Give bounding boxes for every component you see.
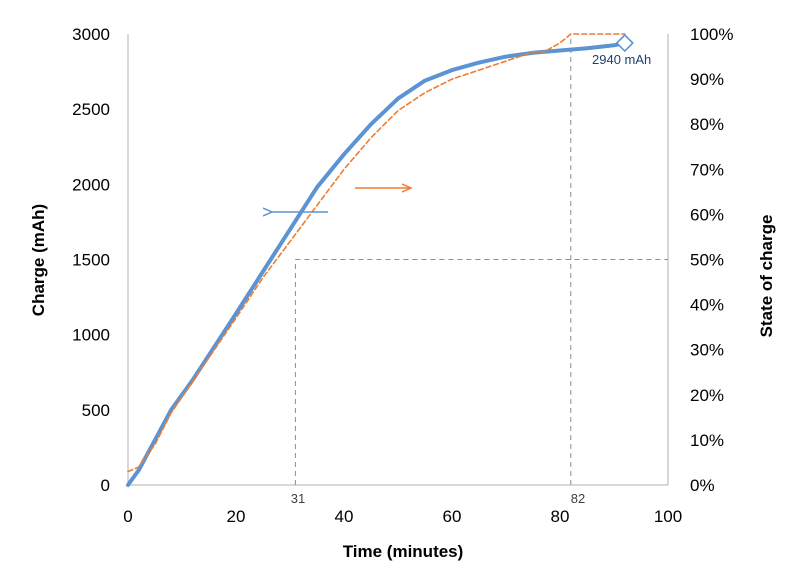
y2-tick-label: 30% bbox=[690, 341, 724, 360]
charge-series-line bbox=[126, 41, 627, 487]
y2-tick-label: 10% bbox=[690, 431, 724, 450]
y-tick-label: 1000 bbox=[72, 326, 110, 345]
x-tick-label: 80 bbox=[551, 507, 570, 526]
y2-tick-label: 50% bbox=[690, 251, 724, 270]
y-tick-label: 1500 bbox=[72, 251, 110, 270]
y-tick-label: 2000 bbox=[72, 175, 110, 194]
y2-tick-label: 70% bbox=[690, 160, 724, 179]
x-tick-label: 20 bbox=[227, 507, 246, 526]
end-value-label: 2940 mAh bbox=[592, 52, 651, 67]
y-tick-label: 0 bbox=[101, 476, 110, 495]
y2-tick-label: 60% bbox=[690, 205, 724, 224]
x-axis-title: Time (minutes) bbox=[343, 542, 464, 561]
x-tick-label: 40 bbox=[335, 507, 354, 526]
y-tick-label: 500 bbox=[82, 401, 110, 420]
y2-tick-label: 90% bbox=[690, 70, 724, 89]
end-point-marker bbox=[615, 33, 634, 53]
y2-tick-label: 20% bbox=[690, 386, 724, 405]
y2-tick-label: 0% bbox=[690, 476, 715, 495]
y2-tick-label: 40% bbox=[690, 296, 724, 315]
half-charge-time-label: 31 bbox=[291, 491, 305, 506]
series-layer bbox=[126, 33, 634, 487]
x-tick-label: 100 bbox=[654, 507, 682, 526]
y2-axis-title: State of charge bbox=[757, 215, 776, 338]
guide-lines bbox=[294, 34, 668, 485]
full-charge-time-label: 82 bbox=[571, 491, 585, 506]
x-tick-label: 60 bbox=[443, 507, 462, 526]
y-axis-title: Charge (mAh) bbox=[29, 204, 48, 316]
y-tick-label: 2500 bbox=[72, 100, 110, 119]
y-tick-label: 3000 bbox=[72, 25, 110, 44]
x-tick-label: 0 bbox=[123, 507, 132, 526]
state-of-charge-series-line bbox=[127, 33, 626, 473]
y2-tick-label: 80% bbox=[690, 115, 724, 134]
tick-labels: 0 20 40 60 80 1000500100015002000250030000%10… bbox=[72, 25, 733, 526]
y2-tick-label: 100% bbox=[690, 25, 733, 44]
